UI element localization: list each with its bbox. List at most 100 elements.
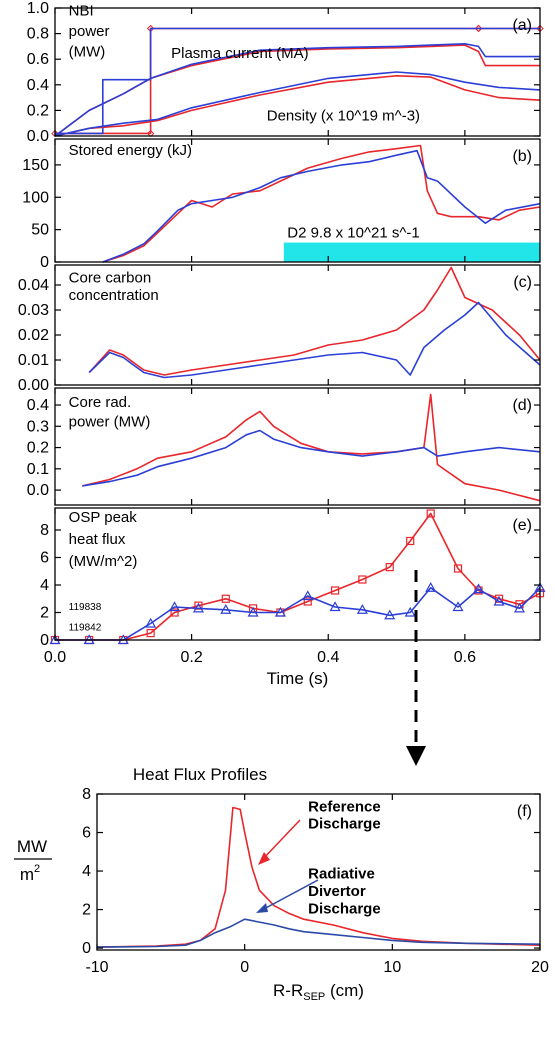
panel-a: 0.0 0.2 0.4 0.6 0.8 1.0 (a) NBI power (MW) Plasma … [27,0,544,145]
series-line-e-1 [55,586,541,641]
y-tick-label: 0.02 [18,327,49,344]
radiative-arrowhead [256,903,268,913]
data-point [406,536,415,546]
y-tick-label: 1.0 [27,0,49,17]
data-point [302,590,314,601]
y-tick-label: 8 [82,786,91,803]
x-tick-label: 0.4 [317,649,339,666]
data-point [513,602,526,613]
annotation: Density (x 10^19 m^-3) [267,108,420,125]
y-tick-label: 4 [40,577,49,594]
data-point [274,606,286,617]
data-point [453,564,463,573]
y-tick-label: 0.03 [18,302,49,319]
y-tick-label: 0.4 [27,397,49,414]
annotation: Core carbon [69,270,152,287]
data-point [493,595,505,606]
series-line-d-0 [82,393,541,502]
data-point [426,509,435,518]
series-line-c-0 [88,266,541,376]
data-point [145,617,157,628]
series-line-a-5 [54,71,541,137]
annotation: power [69,23,110,40]
annotation: Discharge [308,816,381,833]
plot-frame [54,387,541,506]
panel-d: 0.0 0.1 0.2 0.3 0.4 (d) Core rad. power (MW) [27,387,541,506]
data-point [146,629,155,638]
data-point [303,597,312,606]
x-tick-label: 0.0 [44,649,66,666]
annotation: Plasma current (MA) [171,45,309,62]
annotation: Divertor [308,883,366,900]
gas-puff-bar [283,242,540,262]
data-point [221,594,230,603]
chart-title: Heat Flux Profiles [133,765,267,784]
annotation: power (MW) [69,413,151,430]
y-tick-label: 0.00 [18,377,49,394]
y-tick-label: 0.0 [27,482,49,499]
annotation: NBI [69,3,94,20]
y-tick-label: 0.3 [27,418,49,435]
data-point [356,604,368,614]
data-point [385,563,394,572]
annotation: Stored energy (kJ) [69,142,192,159]
data-point [192,602,204,613]
series-line-f-1 [96,918,541,948]
data-point [169,601,181,612]
x-axis-label: R-RSEP (cm) [273,981,364,1003]
data-point [330,586,340,595]
y-tick-label: 100 [22,189,49,206]
connector-arrowhead [406,746,426,766]
y-tick-label: 0.2 [27,102,49,119]
series-line-a-1 [55,27,540,135]
series-line-c-1 [88,301,541,379]
panel-c: 0.00 0.01 0.02 0.03 0.04 (c) Core carbonconcen… [18,264,541,394]
y-axis-label-den: m2 [20,863,40,884]
data-point [404,606,416,617]
x-tick-label: 20 [531,959,549,976]
x-tick-label: -10 [85,959,108,976]
series-line-b-0 [102,144,541,263]
plot-frame [54,264,541,386]
panel-label: (c) [513,274,532,291]
panel-label: (d) [512,397,532,414]
plot-frame [54,7,541,137]
series-line-d-1 [82,429,541,487]
data-point [247,606,259,617]
annotation: D2 9.8 x 10^21 s^-1 [287,224,419,241]
y-tick-label: 6 [82,825,91,842]
x-tick-label: 0.6 [454,649,476,666]
data-point [472,583,485,594]
plot-frame [96,793,541,951]
panel-b: 0 50 100 150 (b) Stored energy (kJ) D2 9.8 x 1… [22,138,541,271]
data-point [474,24,483,33]
y-tick-label: 0.04 [18,277,49,294]
y-tick-label: 0.01 [18,352,49,369]
data-point [425,582,437,592]
shot-label: 119842 [69,622,102,633]
y-tick-label: 0 [40,632,49,649]
data-point [452,601,464,612]
annotation: (MW) [69,44,106,61]
y-tick-label: 0 [40,254,49,271]
y-tick-label: 0.8 [27,26,49,43]
annotation: Reference [308,798,381,815]
y-tick-label: 2 [82,902,91,919]
y-tick-label: 50 [31,222,49,239]
shot-label: 119838 [69,602,102,613]
y-tick-label: 0.1 [27,461,49,478]
data-point [170,608,179,617]
y-tick-label: 2 [40,605,49,622]
annotation: Core rad. [69,394,132,411]
panel-label: (e) [512,517,532,534]
annotation: heat flux [69,531,126,548]
y-tick-label: 8 [40,522,49,539]
annotation: OSP peak [69,509,138,526]
annotation: (MW/m^2) [69,553,138,570]
radiative-arrow [261,879,319,911]
plot-frame [54,138,541,263]
y-tick-label: 0.4 [27,77,49,94]
data-point [329,601,341,612]
plot-frame [54,507,541,641]
